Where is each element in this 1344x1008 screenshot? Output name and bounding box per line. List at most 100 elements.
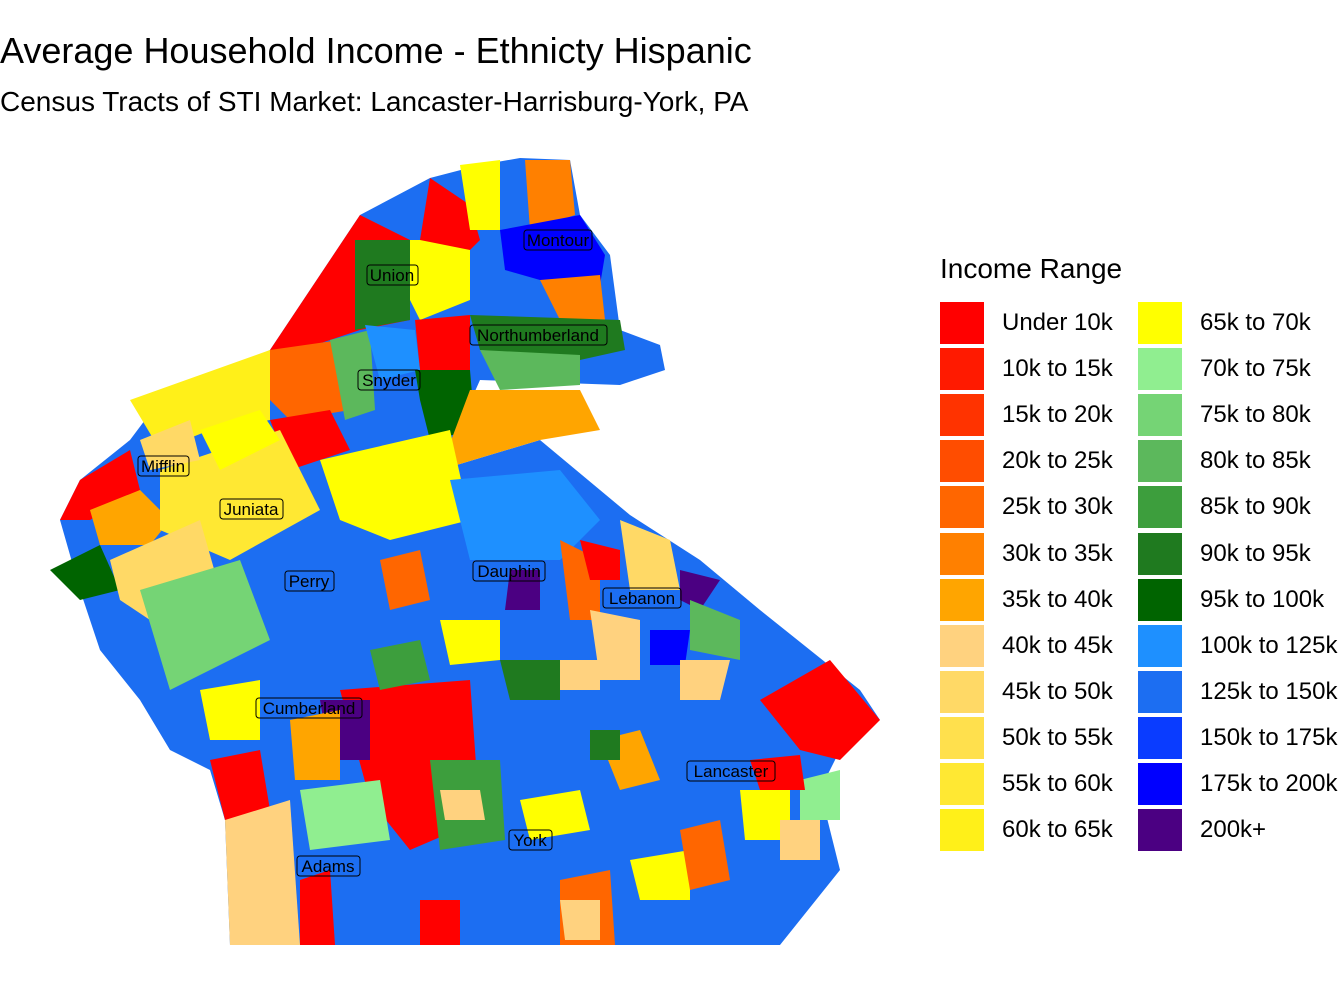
legend-label: 80k to 85k — [1200, 447, 1311, 475]
legend-label: 45k to 50k — [1002, 677, 1113, 705]
county-label-northumberland: Northumberland — [469, 324, 608, 346]
legend-item: 25k to 30k — [940, 486, 1113, 529]
tract — [225, 800, 300, 945]
tract — [415, 315, 470, 370]
legend-swatch — [940, 302, 984, 344]
county-label-juniata: Juniata — [219, 498, 284, 520]
tract — [540, 275, 605, 320]
tract — [560, 900, 600, 940]
svg-text:Union: Union — [370, 266, 414, 285]
county-label-dauphin: Dauphin — [472, 560, 546, 582]
tract — [290, 710, 340, 780]
legend-item: 70k to 75k — [1138, 348, 1311, 391]
county-labels: Union Montour Northumberland Snyder Miff… — [137, 229, 776, 877]
legend-item: 125k to 150k — [1138, 670, 1337, 713]
legend-swatch — [940, 624, 984, 667]
tract — [525, 160, 575, 230]
svg-text:Mifflin: Mifflin — [141, 457, 185, 476]
legend-label: 60k to 65k — [1002, 816, 1113, 844]
legend-swatch — [1138, 809, 1182, 852]
tract — [650, 630, 690, 665]
legend-label: 65k to 70k — [1200, 309, 1311, 336]
legend-label: 95k to 100k — [1200, 585, 1325, 613]
legend-label: 70k to 75k — [1200, 355, 1311, 383]
tract — [90, 490, 170, 545]
tract — [440, 790, 485, 820]
svg-text:Lancaster: Lancaster — [694, 762, 769, 781]
tract — [800, 770, 840, 820]
county-label-york: York — [508, 829, 553, 851]
tract — [780, 820, 820, 860]
tract — [505, 570, 540, 610]
legend-item: 60k to 65k — [940, 809, 1113, 852]
county-label-perry: Perry — [284, 570, 335, 592]
legend-item: 35k to 40k — [940, 578, 1113, 621]
legend-swatch — [1138, 532, 1182, 575]
tract — [460, 160, 500, 230]
legend-item: 55k to 60k — [940, 763, 1113, 805]
legend-label: 175k to 200k — [1200, 770, 1338, 797]
tract — [630, 850, 690, 900]
legend-label: 200k+ — [1200, 816, 1267, 844]
legend-item: 65k to 70k — [1138, 302, 1311, 344]
legend-swatch — [1138, 486, 1182, 529]
legend-label: 15k to 20k — [1002, 401, 1113, 429]
legend-swatch — [1138, 716, 1182, 759]
county-label-cumberland: Cumberland — [255, 697, 363, 719]
legend-swatch — [1138, 394, 1182, 437]
tract — [580, 540, 620, 580]
legend-item: 10k to 15k — [940, 348, 1113, 391]
tract — [620, 520, 680, 590]
legend-label: 40k to 45k — [1002, 631, 1113, 659]
tract — [210, 750, 270, 820]
legend-label: 55k to 60k — [1002, 770, 1113, 797]
legend-item: 85k to 90k — [1138, 486, 1311, 529]
legend-label: 85k to 90k — [1200, 493, 1311, 521]
legend-item: 15k to 20k — [940, 394, 1113, 437]
svg-text:Juniata: Juniata — [224, 500, 279, 519]
tract — [520, 790, 590, 840]
svg-text:Adams: Adams — [302, 857, 355, 876]
legend-swatch — [940, 440, 984, 483]
legend-swatch — [940, 809, 984, 852]
map-title: Average Household Income - Ethnicty Hisp… — [0, 30, 752, 71]
tract — [380, 550, 430, 610]
legend-label: 20k to 25k — [1002, 447, 1113, 475]
legend-title: Income Range — [940, 253, 1123, 284]
legend-swatch — [1138, 302, 1182, 344]
legend-item: 30k to 35k — [940, 532, 1113, 575]
legend-swatch — [940, 486, 984, 529]
legend-swatch — [940, 578, 984, 621]
legend-swatch — [940, 763, 984, 805]
svg-text:Cumberland: Cumberland — [263, 699, 356, 718]
svg-text:Snyder: Snyder — [362, 371, 416, 390]
tract — [740, 790, 790, 840]
legend-label: 75k to 80k — [1200, 401, 1311, 429]
legend-item: 80k to 85k — [1138, 440, 1311, 483]
tract — [60, 450, 140, 520]
tract — [300, 780, 390, 850]
legend-item: 45k to 50k — [940, 670, 1113, 713]
tract — [410, 240, 470, 320]
legend-swatch — [940, 532, 984, 575]
legend-label: 100k to 125k — [1200, 631, 1338, 659]
county-label-adams: Adams — [296, 855, 361, 877]
legend-swatch — [940, 716, 984, 759]
legend-item: 75k to 80k — [1138, 394, 1311, 437]
legend-swatch — [940, 670, 984, 713]
tract — [680, 820, 730, 890]
svg-text:Montour: Montour — [527, 231, 590, 250]
tract — [140, 420, 200, 470]
tract — [200, 680, 260, 740]
county-label-montour: Montour — [523, 229, 593, 251]
county-label-union: Union — [366, 264, 419, 286]
legend-item: 95k to 100k — [1138, 578, 1325, 621]
tract — [560, 660, 600, 690]
legend-item: 90k to 95k — [1138, 532, 1311, 575]
tract — [450, 470, 600, 560]
tract — [420, 900, 460, 945]
map-subtitle: Census Tracts of STI Market: Lancaster-H… — [0, 86, 749, 117]
legend-swatch — [940, 394, 984, 437]
legend-item: 20k to 25k — [940, 440, 1113, 483]
